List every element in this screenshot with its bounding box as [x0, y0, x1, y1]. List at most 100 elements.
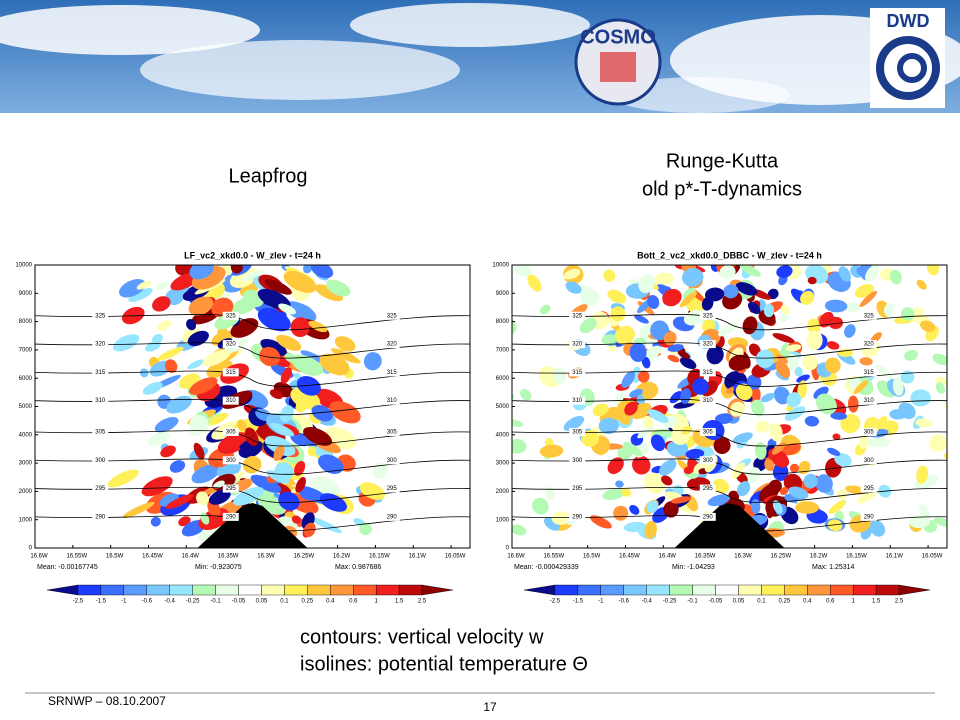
contour-blob [845, 302, 860, 313]
contour-blob [319, 353, 350, 376]
colorbar-label: -2.5 [550, 599, 561, 605]
contour-blob [269, 422, 295, 437]
contour-blob [807, 276, 817, 285]
colorbar-cell [353, 584, 377, 596]
colorbar-cell [554, 584, 579, 596]
isoline-label: 290 [703, 514, 714, 520]
contour-blob [794, 366, 803, 377]
contour-blob [798, 460, 811, 475]
contour-blob [763, 303, 775, 318]
contour-blob [187, 330, 209, 347]
isoline-label: 290 [572, 514, 583, 520]
isoline-label: 310 [387, 398, 398, 404]
colorbar-label: -0.6 [619, 599, 630, 605]
isoline-label-bg [699, 396, 716, 405]
contour-blob [748, 343, 761, 357]
isoline [511, 313, 948, 331]
isoline [34, 313, 471, 331]
isoline-label-bg [569, 484, 586, 493]
contour-blob [776, 265, 793, 278]
contour-blob [317, 454, 344, 474]
colorbar-label: -0.25 [186, 599, 200, 605]
colorbar-label: 0.25 [779, 599, 791, 605]
colorbar-label: 1 [852, 599, 856, 605]
isoline-label-bg [222, 368, 239, 377]
contour-blob [728, 354, 750, 371]
contour-blob [157, 346, 184, 361]
contour-blob [641, 356, 651, 369]
contour-blob [681, 425, 693, 435]
colorbar-label: -0.25 [663, 599, 677, 605]
isoline-label: 325 [572, 313, 583, 319]
contour-blob [563, 416, 585, 431]
contour-blob [775, 360, 791, 379]
contour-blob [804, 415, 820, 427]
contour-blob [837, 489, 848, 500]
contour-blob [601, 334, 617, 345]
y-tick-label: 1000 [496, 517, 510, 523]
contour-blob [806, 330, 823, 350]
contour-blob [279, 405, 294, 423]
colorbar-label: 1 [375, 599, 379, 605]
contour-blob [512, 524, 527, 536]
isoline-label-bg [569, 456, 586, 465]
colorbar-cell [215, 584, 239, 596]
colorbar-cell [577, 584, 602, 596]
contour-blob [853, 380, 869, 394]
isoline-label: 310 [572, 398, 583, 404]
contour-blob [677, 350, 691, 359]
contour-blob [512, 419, 524, 427]
contour-blob [638, 273, 656, 294]
contour-blob [826, 341, 840, 350]
isoline-label: 295 [387, 486, 398, 492]
colorbar-label: 0.05 [733, 599, 745, 605]
plot-title: Bott_2_vc2_xkd0.0_DBBC - W_zlev - t=24 h [637, 250, 822, 260]
isoline-label-bg [569, 340, 586, 349]
colorbar-cell [238, 584, 262, 596]
y-tick-label: 4000 [496, 432, 510, 438]
contour-blob [539, 444, 564, 458]
contour-blob [767, 288, 779, 300]
contour-blob [178, 516, 191, 527]
contour-blob [319, 493, 347, 512]
isoline-label-bg [383, 512, 400, 521]
isoline-label: 295 [572, 486, 583, 492]
contour-blob [291, 354, 324, 376]
colorbar-label: 0.25 [302, 599, 314, 605]
contour-blob [736, 481, 751, 497]
y-tick-label: 5000 [19, 404, 33, 410]
contour-blob [189, 265, 214, 280]
isoline-label: 315 [572, 370, 583, 376]
contour-blob [296, 376, 321, 396]
contour-blob [844, 324, 856, 338]
isoline [34, 342, 471, 359]
x-tick-label: 16.45W [619, 554, 640, 560]
contour-blob [744, 467, 761, 484]
contour-blob [929, 434, 947, 452]
isoline [511, 370, 948, 387]
contour-blob [723, 284, 739, 299]
contour-blob [532, 497, 549, 515]
isoline [511, 342, 948, 359]
y-tick-label: 8000 [496, 319, 510, 325]
isoline-label-bg [860, 484, 877, 493]
colorbar-label: 1.5 [872, 599, 881, 605]
x-tick-label: 16.5W [106, 554, 124, 560]
contour-blob [900, 307, 915, 321]
colorbar-cell [646, 584, 670, 596]
contour-blob [834, 453, 852, 467]
contour-blob [563, 268, 581, 280]
x-tick-label: 16.6W [507, 554, 525, 560]
isoline-label-bg [222, 311, 239, 320]
isoline-label-bg [569, 427, 586, 436]
contour-blob [892, 377, 904, 396]
x-tick-label: 16.1W [886, 554, 904, 560]
contour-blob [623, 441, 642, 457]
contour-blob [269, 389, 284, 399]
colorbar-label: -0.4 [642, 599, 653, 605]
contour-blob [768, 479, 782, 494]
colorbar-label: 0.6 [349, 599, 358, 605]
contour-blob [859, 357, 873, 366]
contour-blob [489, 420, 504, 433]
contour-blob [607, 289, 627, 304]
